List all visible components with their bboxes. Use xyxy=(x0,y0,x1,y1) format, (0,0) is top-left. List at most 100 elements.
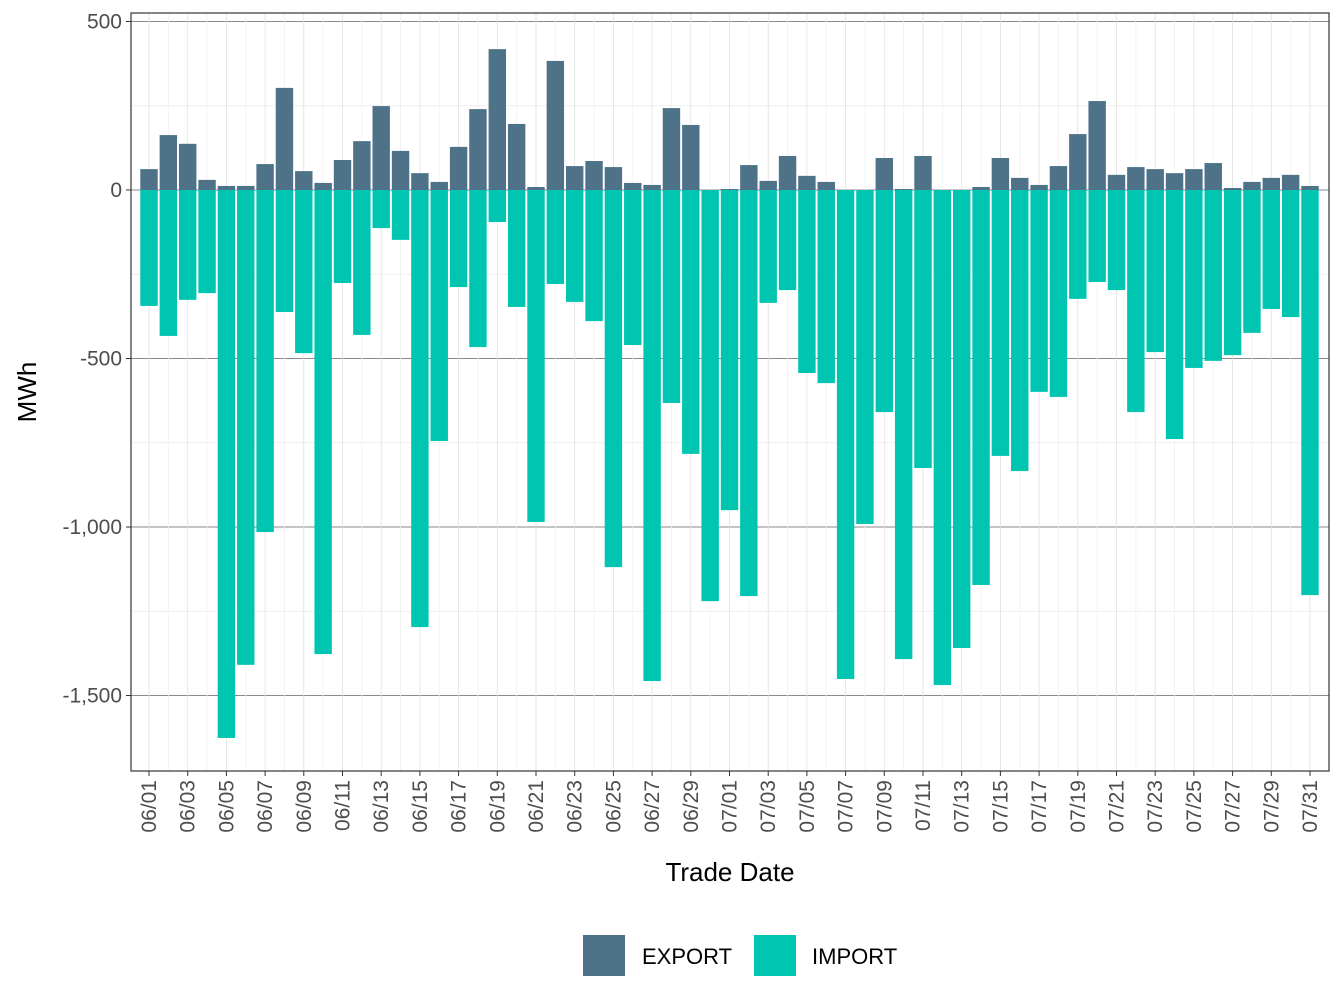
bar-import-06/25 xyxy=(604,190,623,568)
bar-import-07/27 xyxy=(1223,190,1242,356)
bar-import-07/13 xyxy=(952,190,971,648)
y-axis: 500 0 -500 -1,000 -1,500 xyxy=(62,11,131,708)
x-tick-label: 06/19 xyxy=(486,780,509,833)
bar-export-07/05 xyxy=(798,175,816,190)
bar-export-06/09 xyxy=(295,171,313,190)
bar-export-06/17 xyxy=(449,146,468,190)
bar-import-06/12 xyxy=(353,190,371,335)
bar-export-07/11 xyxy=(914,155,932,190)
bar-import-07/18 xyxy=(1049,190,1068,397)
x-tick-label: 06/09 xyxy=(293,780,316,833)
bar-export-07/30 xyxy=(1281,174,1300,190)
bar-import-06/01 xyxy=(140,190,158,306)
x-tick-label: 06/27 xyxy=(641,780,664,833)
bar-export-07/09 xyxy=(875,157,894,190)
bar-import-07/31 xyxy=(1301,190,1319,596)
x-tick-label: 07/05 xyxy=(796,780,819,833)
bar-import-06/08 xyxy=(275,190,294,312)
bar-export-06/16 xyxy=(430,181,448,190)
bar-import-07/03 xyxy=(759,190,777,303)
bar-export-06/13 xyxy=(372,106,390,190)
bar-export-06/02 xyxy=(159,135,178,190)
bar-import-06/27 xyxy=(643,190,661,682)
bar-import-07/16 xyxy=(1011,190,1029,472)
bar-export-07/27 xyxy=(1223,187,1242,190)
bar-import-07/07 xyxy=(836,190,855,679)
bar-export-06/20 xyxy=(507,123,526,190)
bar-export-07/21 xyxy=(1107,174,1126,190)
x-tick-label: 06/23 xyxy=(564,780,587,833)
bar-export-07/16 xyxy=(1011,177,1029,190)
bar-import-06/19 xyxy=(488,190,507,223)
x-tick-label: 06/21 xyxy=(525,780,548,833)
bar-import-06/17 xyxy=(449,190,468,288)
y-tick-label: 0 xyxy=(110,179,122,202)
bar-import-07/29 xyxy=(1262,190,1281,309)
x-tick-label: 06/05 xyxy=(215,780,238,833)
bar-export-07/02 xyxy=(740,165,758,190)
bar-import-07/28 xyxy=(1243,190,1261,333)
x-tick-label: 06/25 xyxy=(602,780,625,833)
bar-export-07/10 xyxy=(894,188,913,190)
bar-export-07/06 xyxy=(817,181,835,190)
bar-import-07/01 xyxy=(720,190,739,511)
bar-export-06/03 xyxy=(178,143,197,190)
bar-export-07/26 xyxy=(1204,163,1222,190)
bar-import-06/11 xyxy=(333,190,352,284)
bar-import-06/04 xyxy=(198,190,216,294)
bar-export-07/24 xyxy=(1165,173,1184,190)
bar-import-07/25 xyxy=(1185,190,1203,368)
x-tick-label: 07/01 xyxy=(719,780,742,833)
bar-export-06/01 xyxy=(140,169,158,190)
x-tick-label: 06/11 xyxy=(332,780,355,831)
bar-import-06/18 xyxy=(469,190,487,348)
bar-import-07/30 xyxy=(1281,190,1300,318)
bar-import-06/16 xyxy=(430,190,448,442)
x-tick-label: 06/13 xyxy=(370,780,393,833)
legend-swatch-import xyxy=(754,935,796,976)
bar-import-07/10 xyxy=(894,190,913,660)
bar-export-06/29 xyxy=(682,124,700,190)
bar-export-07/29 xyxy=(1262,177,1281,190)
bar-export-07/28 xyxy=(1243,181,1261,190)
bar-export-06/19 xyxy=(488,49,507,190)
legend-label-import: IMPORT xyxy=(812,944,897,969)
x-axis: 06/01 06/03 06/05 06/07 06/09 06/11 06/13 06/15… xyxy=(138,771,1322,833)
bar-export-06/11 xyxy=(333,160,352,190)
bars xyxy=(140,49,1319,738)
bar-import-07/12 xyxy=(933,190,952,686)
x-tick-label: 06/07 xyxy=(254,780,277,833)
bar-export-06/18 xyxy=(469,109,487,190)
bar-export-06/27 xyxy=(643,184,661,190)
bar-import-06/02 xyxy=(159,190,178,336)
bar-import-07/11 xyxy=(914,190,932,469)
bar-export-07/18 xyxy=(1049,166,1068,190)
y-tick-label: -500 xyxy=(80,348,122,371)
legend: EXPORT IMPORT xyxy=(583,935,897,976)
bar-export-06/28 xyxy=(662,108,681,190)
legend-label-export: EXPORT xyxy=(642,944,732,969)
bar-export-07/20 xyxy=(1088,101,1106,190)
x-tick-label: 07/25 xyxy=(1183,780,1206,833)
bar-import-06/21 xyxy=(527,190,545,522)
x-tick-label: 07/13 xyxy=(951,780,974,833)
bar-export-07/03 xyxy=(759,180,777,190)
y-tick-label: 500 xyxy=(87,11,122,34)
x-tick-label: 07/19 xyxy=(1067,780,1090,833)
bar-export-07/25 xyxy=(1185,169,1203,190)
bar-import-07/06 xyxy=(817,190,835,384)
bar-import-07/14 xyxy=(972,190,990,585)
x-tick-label: 07/31 xyxy=(1299,780,1322,833)
x-tick-label: 06/03 xyxy=(177,780,200,833)
bar-import-06/05 xyxy=(217,190,236,738)
bar-export-06/05 xyxy=(217,185,236,190)
bar-import-07/09 xyxy=(875,190,894,413)
bar-export-06/24 xyxy=(585,161,603,190)
bar-import-06/10 xyxy=(314,190,332,655)
bar-import-06/23 xyxy=(565,190,584,302)
x-tick-label: 07/21 xyxy=(1106,780,1129,833)
bar-import-06/13 xyxy=(372,190,390,229)
bar-import-07/21 xyxy=(1107,190,1126,291)
bar-import-07/22 xyxy=(1127,190,1145,413)
